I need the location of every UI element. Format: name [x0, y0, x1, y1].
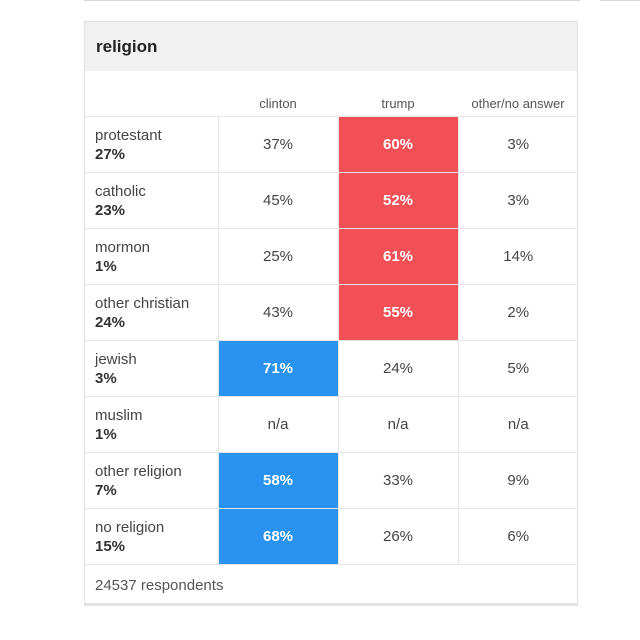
table-body: protestant 27% 37% 60% 3% catholic 23% 45% 52% 3%…	[84, 116, 578, 565]
value-cell-clinton: 37%	[218, 116, 339, 173]
table-row: muslim 1% n/a n/a n/a	[84, 396, 578, 453]
row-label: muslim	[95, 406, 143, 424]
results-card: religion clinton trump other/no answer p…	[84, 21, 578, 606]
table-row: no religion 15% 68% 26% 6%	[84, 508, 578, 565]
row-label-cell: catholic 23%	[84, 172, 219, 229]
value-cell-other: 2%	[458, 284, 578, 341]
value-cell-trump: 24%	[338, 340, 459, 397]
value-cell-trump: n/a	[338, 396, 459, 453]
row-share: 24%	[95, 313, 126, 331]
value-cell-trump: 60%	[338, 116, 459, 173]
row-label: protestant	[95, 126, 162, 144]
row-label-cell: other religion 7%	[84, 452, 219, 509]
value-cell-other: 3%	[458, 172, 578, 229]
row-label: catholic	[95, 182, 146, 200]
row-share: 15%	[95, 537, 126, 555]
row-label: other religion	[95, 462, 182, 480]
value-cell-other: 6%	[458, 508, 578, 565]
value-cell-clinton: 71%	[218, 340, 339, 397]
value-cell-clinton: 45%	[218, 172, 339, 229]
row-share: 1%	[95, 425, 117, 443]
row-label-cell: muslim 1%	[84, 396, 219, 453]
table-row: mormon 1% 25% 61% 14%	[84, 228, 578, 285]
card-title: religion	[85, 22, 577, 71]
value-cell-trump: 26%	[338, 508, 459, 565]
value-cell-other: 14%	[458, 228, 578, 285]
header-row: clinton trump other/no answer	[84, 71, 578, 117]
value-cell-clinton: 58%	[218, 452, 339, 509]
column-header-trump: trump	[338, 71, 458, 117]
row-label: no religion	[95, 518, 165, 536]
respondents-count: 24537 respondents	[95, 576, 224, 594]
value-cell-clinton: n/a	[218, 396, 339, 453]
row-label: other christian	[95, 294, 190, 312]
value-cell-trump: 61%	[338, 228, 459, 285]
row-label-cell: jewish 3%	[84, 340, 219, 397]
value-cell-clinton: 68%	[218, 508, 339, 565]
column-header-other: other/no answer	[458, 71, 578, 117]
row-label-cell: mormon 1%	[84, 228, 219, 285]
value-cell-other: n/a	[458, 396, 578, 453]
value-cell-clinton: 25%	[218, 228, 339, 285]
row-share: 7%	[95, 481, 117, 499]
table-row: other religion 7% 58% 33% 9%	[84, 452, 578, 509]
value-cell-other: 5%	[458, 340, 578, 397]
results-table: clinton trump other/no answer protestant…	[84, 71, 578, 565]
column-header-clinton: clinton	[218, 71, 338, 117]
table-row: other christian 24% 43% 55% 2%	[84, 284, 578, 341]
value-cell-trump: 55%	[338, 284, 459, 341]
value-cell-clinton: 43%	[218, 284, 339, 341]
header-corner	[84, 71, 218, 117]
table-row: catholic 23% 45% 52% 3%	[84, 172, 578, 229]
row-label-cell: other christian 24%	[84, 284, 219, 341]
row-label-cell: no religion 15%	[84, 508, 219, 565]
row-share: 3%	[95, 369, 117, 387]
top-divider-left	[84, 0, 580, 1]
row-share: 1%	[95, 257, 117, 275]
top-divider-right	[600, 0, 640, 1]
table-row: protestant 27% 37% 60% 3%	[84, 116, 578, 173]
row-share: 23%	[95, 201, 126, 219]
row-label-cell: protestant 27%	[84, 116, 219, 173]
table-row: jewish 3% 71% 24% 5%	[84, 340, 578, 397]
row-label: jewish	[95, 350, 137, 368]
value-cell-other: 3%	[458, 116, 578, 173]
row-share: 27%	[95, 145, 126, 163]
row-label: mormon	[95, 238, 151, 256]
value-cell-trump: 33%	[338, 452, 459, 509]
value-cell-trump: 52%	[338, 172, 459, 229]
value-cell-other: 9%	[458, 452, 578, 509]
